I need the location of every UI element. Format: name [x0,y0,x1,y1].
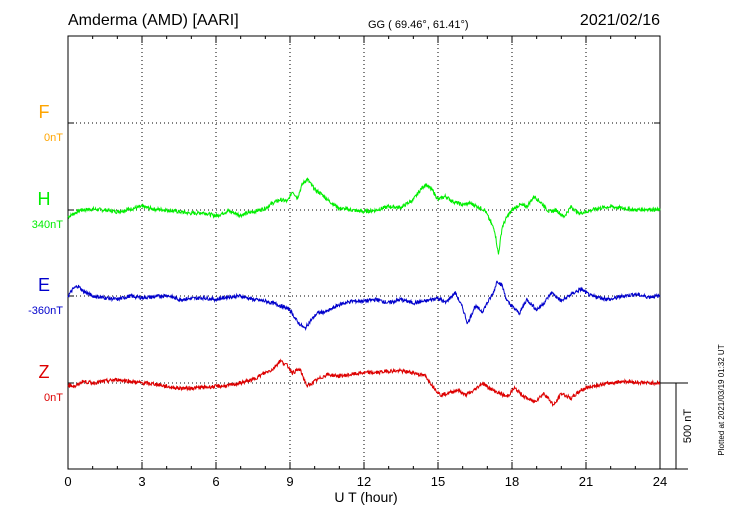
date-label: 2021/02/16 [580,12,660,29]
x-tick-label: 12 [357,474,371,489]
component-label-h: H [38,189,51,209]
x-tick-label: 0 [64,474,71,489]
grid-lines [68,36,660,469]
series-line-e [67,280,661,331]
station-title: Amderma (AMD) [AARI] [68,12,239,29]
x-tick-label: 21 [579,474,593,489]
component-label-e: E [38,275,50,295]
baseline-value-f: 0nT [44,132,63,144]
x-tick-label: 9 [286,474,293,489]
scale-bar-label: 500 nT [682,409,694,444]
x-tick-label: 18 [505,474,519,489]
component-labels: F 0nT H 340nT E -360nT Z 0nT [28,102,63,404]
baseline-value-e: -360nT [28,305,63,317]
coordinates-label: GG ( 69.46°, 61.41°) [368,19,469,31]
x-axis-title: U T (hour) [334,489,397,505]
axis-ticks: 0 3 6 9 12 15 18 21 24 [64,36,667,489]
scale-bar: 500 nT [660,382,694,470]
component-label-z: Z [39,362,50,382]
baseline-value-h: 340nT [32,219,63,231]
x-tick-label: 15 [431,474,445,489]
plotted-timestamp: Plotted at 2021/03/19 01:32 UT [717,344,726,455]
component-label-f: F [39,102,50,122]
x-tick-label: 24 [653,474,667,489]
x-tick-label: 3 [138,474,145,489]
baseline-value-z: 0nT [44,392,63,404]
series-line-h [67,177,661,255]
x-tick-label: 6 [212,474,219,489]
series-line-z [67,358,661,408]
series-traces [67,177,661,408]
